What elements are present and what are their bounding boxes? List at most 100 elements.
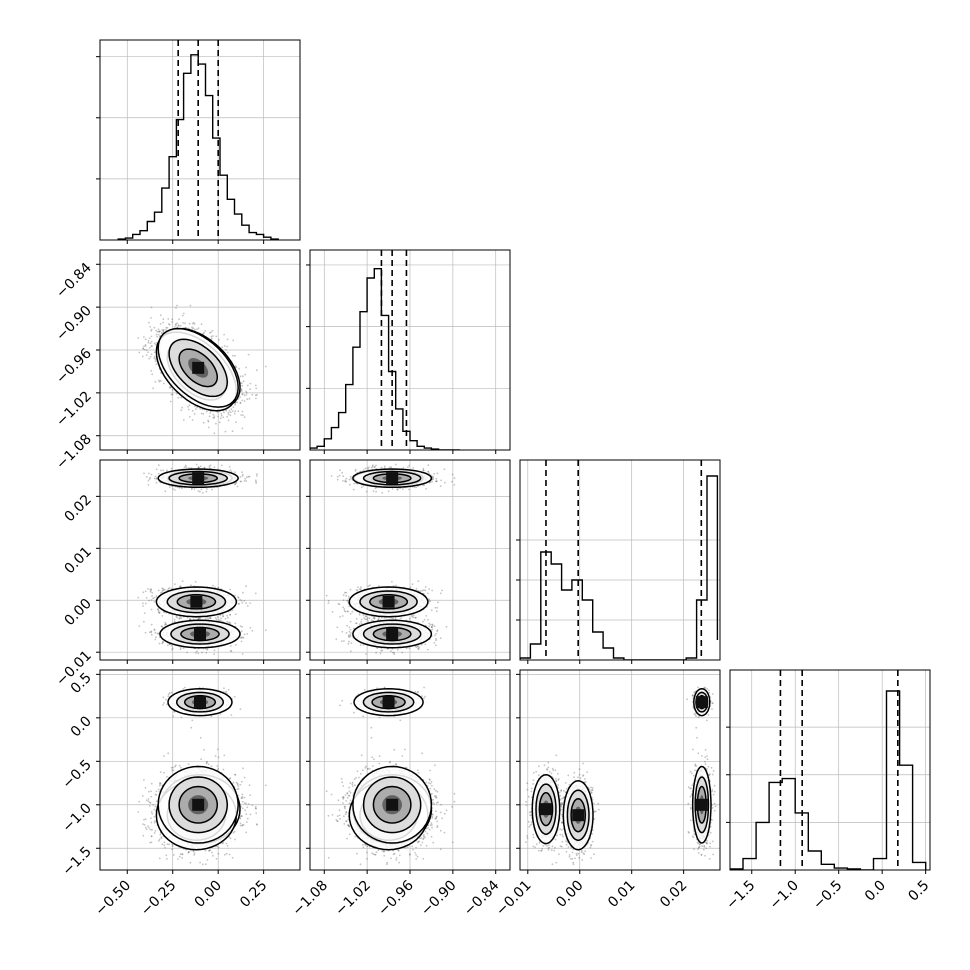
sample-point	[176, 304, 178, 307]
sample-point	[264, 365, 267, 368]
sample-point	[201, 408, 204, 411]
sample-point	[212, 413, 215, 416]
sample-point	[242, 375, 244, 378]
sample-point	[153, 351, 156, 354]
sample-point	[155, 342, 158, 344]
sample-point	[148, 357, 151, 360]
sample-point	[204, 330, 207, 332]
sample-point	[176, 322, 179, 325]
sample-point	[162, 321, 165, 324]
sample-point	[175, 307, 177, 309]
sample-point	[197, 466, 200, 469]
sample-point	[240, 636, 243, 638]
sample-point	[189, 304, 192, 307]
sample-point	[150, 353, 153, 356]
sample-point	[151, 345, 153, 347]
sample-point	[147, 339, 150, 342]
sample-point	[207, 426, 210, 429]
sample-point	[254, 384, 257, 387]
sample-point	[255, 387, 258, 390]
sample-point	[234, 613, 237, 615]
sample-point	[229, 645, 232, 647]
sample-point	[245, 366, 248, 369]
sample-point	[184, 322, 186, 325]
sample-point	[224, 348, 227, 351]
sample-point	[148, 346, 151, 349]
sample-point	[188, 404, 191, 406]
sample-point	[150, 335, 153, 338]
sample-point	[174, 326, 176, 328]
sample-point	[209, 332, 211, 334]
sample-point	[159, 379, 162, 382]
sample-point	[249, 388, 252, 391]
sample-point	[171, 393, 174, 395]
sample-point	[148, 321, 150, 324]
sample-point	[235, 421, 237, 424]
sample-point	[239, 402, 242, 405]
sample-point	[223, 411, 225, 414]
sample-point	[218, 338, 220, 341]
histogram-1	[310, 268, 460, 450]
sample-point	[213, 416, 216, 419]
sample-point	[241, 410, 244, 413]
y-tick-label: −1.08	[53, 431, 95, 473]
sample-point	[162, 329, 165, 332]
sample-point	[188, 416, 191, 418]
sample-point	[155, 343, 157, 346]
sample-point	[224, 430, 227, 433]
sample-point	[171, 321, 174, 323]
sample-point	[144, 344, 147, 346]
sample-point	[207, 419, 210, 422]
sample-point	[245, 390, 248, 393]
sample-point	[182, 312, 185, 315]
sample-point	[169, 387, 172, 389]
sample-point	[149, 342, 152, 345]
sample-point	[144, 345, 147, 347]
sample-point	[231, 430, 234, 433]
sample-point	[173, 620, 176, 623]
sample-point	[174, 323, 177, 325]
sample-point	[145, 349, 148, 351]
sample-point	[169, 400, 172, 403]
sample-point	[255, 369, 258, 372]
sample-point	[162, 328, 165, 331]
sample-point	[191, 322, 194, 325]
sample-point	[167, 644, 169, 647]
y-tick-label: −1.02	[53, 388, 95, 430]
sample-point	[168, 323, 171, 326]
sample-point	[188, 322, 191, 325]
sample-point	[215, 335, 218, 338]
sample-point	[154, 631, 157, 634]
sample-point	[236, 401, 239, 404]
sample-point	[153, 357, 156, 360]
sample-point	[229, 414, 232, 417]
sample-point	[150, 328, 153, 331]
sample-point	[242, 380, 245, 383]
sample-point	[230, 408, 233, 411]
sample-point	[163, 382, 165, 385]
sample-point	[151, 373, 154, 376]
sample-point	[226, 345, 229, 348]
sample-point	[235, 366, 238, 368]
sample-point	[228, 410, 231, 412]
sample-point	[171, 647, 174, 650]
sample-point	[221, 346, 224, 349]
sample-point	[137, 337, 140, 339]
sample-point	[207, 420, 210, 423]
sample-point	[240, 388, 243, 390]
sample-point	[159, 371, 162, 374]
sample-point	[147, 341, 150, 344]
sample-point	[196, 328, 198, 331]
sample-point	[226, 351, 229, 354]
sample-point	[153, 355, 156, 358]
sample-point	[229, 411, 232, 414]
histogram-0	[117, 54, 279, 240]
sample-point	[178, 318, 181, 321]
sample-point	[194, 408, 197, 410]
sample-point	[155, 329, 158, 332]
sample-point	[239, 625, 242, 628]
sample-point	[188, 467, 190, 469]
sample-point	[152, 387, 155, 390]
sample-point	[222, 416, 225, 419]
sample-point	[154, 358, 157, 361]
